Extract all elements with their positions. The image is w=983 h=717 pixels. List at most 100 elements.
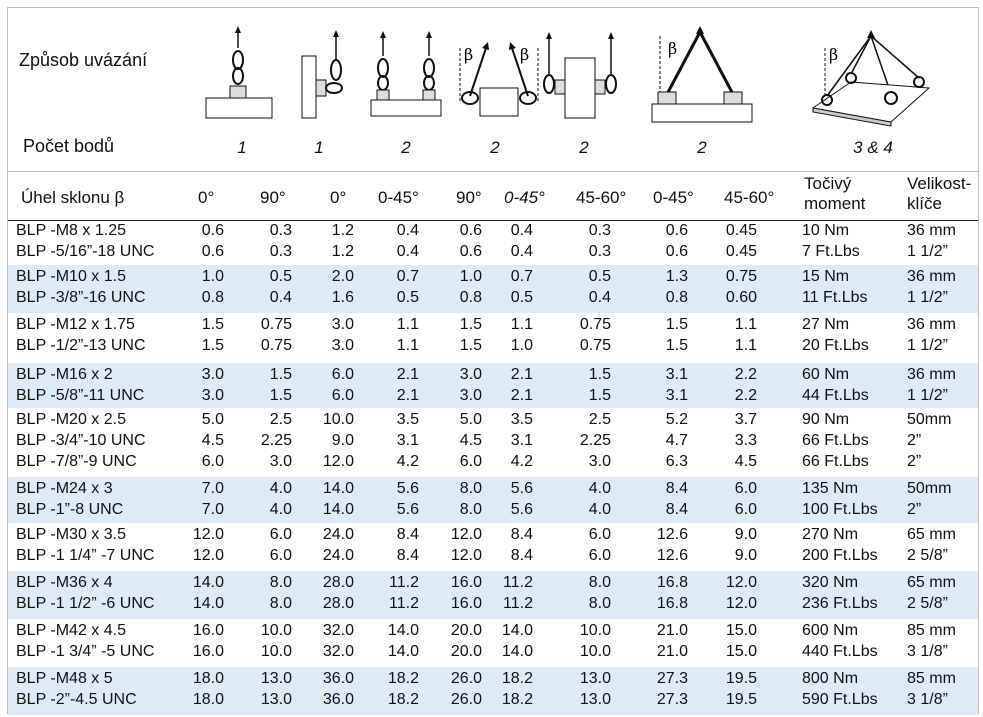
key-size-cell: 85 mm [907,670,956,687]
wll-cell: 0.5 [588,268,611,285]
wll-cell: 6.0 [734,480,757,497]
torque-cell: 200 Ft.Lbs [802,547,878,564]
wll-cell: 5.0 [459,411,482,428]
wll-cell: 14.0 [322,501,354,518]
wll-cell: 2.2 [734,366,757,383]
wll-cell: 9.0 [734,526,757,543]
wll-cell: 0.45 [725,243,757,260]
diagram-side-single [301,30,343,119]
wll-cell: 21.0 [656,622,688,639]
wll-cell: 2.1 [396,387,419,404]
wll-cell: 20.0 [450,643,482,660]
wll-cell: 2.25 [260,432,292,449]
wll-cell: 13.0 [579,691,611,708]
points-count-label: Počet bodů [23,136,115,156]
product-code-cell: BLP -1”-8 UNC [16,501,124,518]
wll-cell: 3.1 [510,432,533,449]
key-size-cell: 36 mm [907,222,956,239]
wll-cell: 16.0 [192,643,224,660]
wll-cell: 13.0 [579,670,611,687]
wll-cell: 2.0 [331,268,354,285]
product-code-cell: BLP -5/8”-11 UNC [16,387,145,404]
wll-cell: 8.4 [396,547,419,564]
wll-cell: 32.0 [322,622,354,639]
wll-cell: 0.6 [665,243,688,260]
wll-cell: 0.8 [201,289,224,306]
torque-cell: 7 Ft.Lbs [802,243,860,260]
angle-col-5: 90° [456,188,482,207]
row-group: BLP -M42 x 4.5 16.0 10.0 32.0 14.0 20.0 14.0 10… [8,619,978,668]
wll-cell: 7.0 [201,480,224,497]
wll-cell: 18.2 [387,691,419,708]
table-row: BLP -5/8”-11 UNC 3.0 1.5 6.0 2.1 3.0 2.1 1.5 3.1… [8,387,978,408]
wll-cell: 3.7 [734,411,757,428]
wll-cell: 3.5 [510,411,533,428]
wll-cell: 24.0 [322,547,354,564]
wll-cell: 12.0 [192,526,224,543]
wll-cell: 1.5 [588,387,611,404]
wll-cell: 3.0 [269,453,292,470]
key-size-cell: 2 5/8” [907,547,948,564]
wll-cell: 4.2 [396,453,419,470]
beta-label: β [464,45,473,64]
wll-cell: 1.0 [510,337,533,354]
wll-cell: 12.0 [725,574,757,591]
table-row: BLP -1 1/4” -7 UNC 12.0 6.0 24.0 8.4 12.0 8.4 6… [8,547,978,568]
product-code-cell: BLP -M10 x 1.5 [16,268,126,285]
wll-cell: 8.4 [665,501,688,518]
wll-cell: 14.0 [387,643,419,660]
wll-cell: 0.4 [510,222,533,239]
wll-cell: 0.4 [510,243,533,260]
wll-cell: 13.0 [260,691,292,708]
key-size-cell: 1 1/2” [907,387,948,404]
wll-cell: 14.0 [501,622,533,639]
table-row: BLP -M8 x 1.25 0.6 0.3 1.2 0.4 0.6 0.4 0.3 0.6 0.… [8,222,978,243]
angle-col-2: 90° [260,188,286,207]
wll-cell: 6.3 [665,453,688,470]
wll-cell: 12.6 [656,547,688,564]
wll-cell: 0.75 [260,337,292,354]
wll-cell: 6.0 [269,547,292,564]
torque-cell: 10 Nm [802,222,850,239]
wll-cell: 4.0 [269,501,292,518]
wll-cell: 4.5 [201,432,224,449]
angle-header-row: Úhel sklonu β 0° 90° 0° 0-45° 90° 0-45° … [8,171,978,221]
beta-label: β [668,39,677,58]
key-size-cell: 1 1/2” [907,337,948,354]
table-row: BLP -1”-8 UNC 7.0 4.0 14.0 5.6 8.0 5.6 4.0 8.4 6.… [8,501,978,522]
angle-col-8: 0-45° [653,188,694,207]
wll-cell: 1.0 [459,268,482,285]
angle-col-3: 0° [330,188,347,207]
wll-cell: 1.2 [331,243,354,260]
wll-cell: 0.75 [579,337,611,354]
wll-cell: 18.0 [192,691,224,708]
wll-cell: 0.5 [396,289,419,306]
wll-cell: 1.5 [665,316,688,333]
torque-cell: 44 Ft.Lbs [802,387,869,404]
table-row: BLP -M42 x 4.5 16.0 10.0 32.0 14.0 20.0 14.0 10… [8,622,978,643]
diagram-angled-double: β β [459,42,539,117]
wll-cell: 11.2 [389,595,419,612]
wll-cell: 36.0 [322,691,354,708]
row-group: BLP -M10 x 1.5 1.0 0.5 2.0 0.7 1.0 0.7 0.5 1.3 0.… [8,265,978,313]
product-code-cell: BLP -7/8”-9 UNC [16,453,137,470]
wll-cell: 0.75 [260,316,292,333]
diagram-count-7: 3 & 4 [853,138,893,157]
wll-cell: 5.0 [201,411,224,428]
wll-cell: 4.0 [269,480,292,497]
torque-cell: 320 Nm [802,574,859,591]
key-size-cell: 36 mm [907,366,956,383]
wll-cell: 0.3 [588,222,611,239]
wll-cell: 1.1 [734,337,757,354]
row-group: BLP -M30 x 3.5 12.0 6.0 24.0 8.4 12.0 8.4 6.0 12… [8,523,978,572]
product-code-cell: BLP -M42 x 4.5 [16,622,126,639]
wll-cell: 1.1 [396,337,419,354]
wll-cell: 8.4 [665,480,688,497]
wll-cell: 1.1 [510,316,533,333]
wll-cell: 18.2 [387,670,419,687]
torque-cell: 236 Ft.Lbs [802,595,878,612]
wll-cell: 0.4 [588,289,611,306]
row-group: BLP -M48 x 5 18.0 13.0 36.0 18.2 26.0 18.2 13.0… [8,667,978,715]
wll-cell: 10.0 [322,411,354,428]
wll-cell: 6.0 [269,526,292,543]
